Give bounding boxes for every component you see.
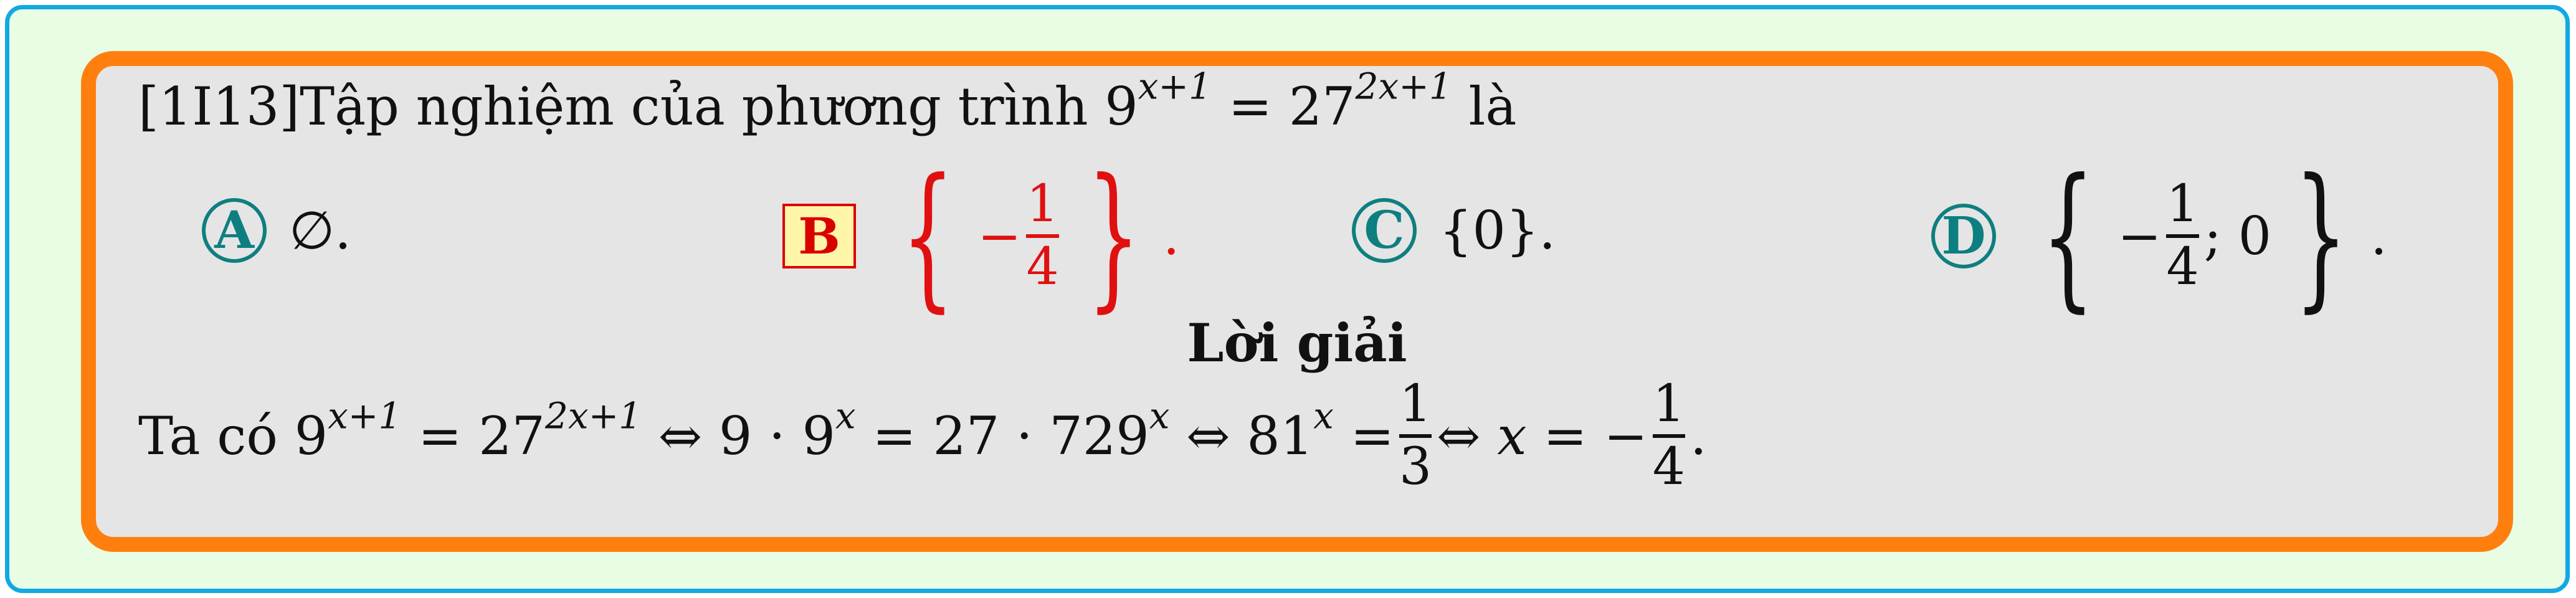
question-lhs: 9x+1 bbox=[1105, 65, 1212, 137]
option-b-badge: B bbox=[782, 204, 856, 268]
option-a[interactable]: A ∅. bbox=[202, 198, 351, 263]
option-c[interactable]: C {0}. bbox=[1352, 198, 1556, 263]
option-b-right-brace: } bbox=[1086, 145, 1141, 326]
option-b-dot: . bbox=[1162, 206, 1180, 267]
solution-end: . bbox=[1690, 405, 1707, 467]
question-tail: là bbox=[1468, 76, 1517, 137]
question-card: [1I13]Tập nghiệm của phương trình 9x+1 =… bbox=[81, 51, 2513, 552]
solution-minus: − bbox=[1604, 405, 1648, 467]
solution-step2-rhs: 27 · 729x bbox=[933, 394, 1170, 467]
question-line: [1I13]Tập nghiệm của phương trình 9x+1 =… bbox=[138, 65, 1517, 137]
option-a-text: ∅. bbox=[289, 200, 351, 261]
option-d-minus: − bbox=[2117, 206, 2162, 267]
option-d-right-brace: } bbox=[2294, 145, 2348, 326]
solution-step1-lhs: 9x+1 bbox=[294, 394, 402, 467]
option-a-badge: A bbox=[202, 198, 267, 263]
question-text: Tập nghiệm của phương trình bbox=[300, 76, 1088, 137]
solution-line: Ta có 9x+1 = 272x+1 ⇔ 9 · 9x = 27 · 729x… bbox=[138, 374, 1707, 496]
option-c-text: {0}. bbox=[1439, 200, 1556, 261]
solution-step1-rhs: 272x+1 bbox=[478, 394, 642, 467]
option-c-badge: C bbox=[1352, 198, 1417, 263]
solution-step3-lhs: 81x bbox=[1247, 394, 1334, 467]
solution-title: Lời giải bbox=[1187, 312, 1407, 374]
solution-iff-2: ⇔ bbox=[1186, 405, 1230, 467]
option-d-rest: ; 0 bbox=[2203, 206, 2272, 267]
option-d-dot: . bbox=[2370, 206, 2387, 267]
option-d-badge: D bbox=[1931, 204, 1996, 268]
solution-step2-lhs: 9 · 9x bbox=[718, 394, 856, 467]
question-rhs: 272x+1 bbox=[1288, 65, 1452, 137]
solution-iff-3: ⇔ bbox=[1437, 405, 1481, 467]
solution-iff-1: ⇔ bbox=[658, 405, 703, 467]
question-code: [1I13] bbox=[138, 76, 300, 137]
option-b-minus: − bbox=[977, 206, 1022, 267]
option-d-left-brace: { bbox=[2041, 145, 2095, 326]
solution-prefix: Ta có bbox=[138, 405, 278, 467]
solution-variable: x bbox=[1497, 405, 1527, 467]
question-equals: = bbox=[1228, 76, 1273, 137]
option-b-left-brace: { bbox=[901, 145, 955, 326]
